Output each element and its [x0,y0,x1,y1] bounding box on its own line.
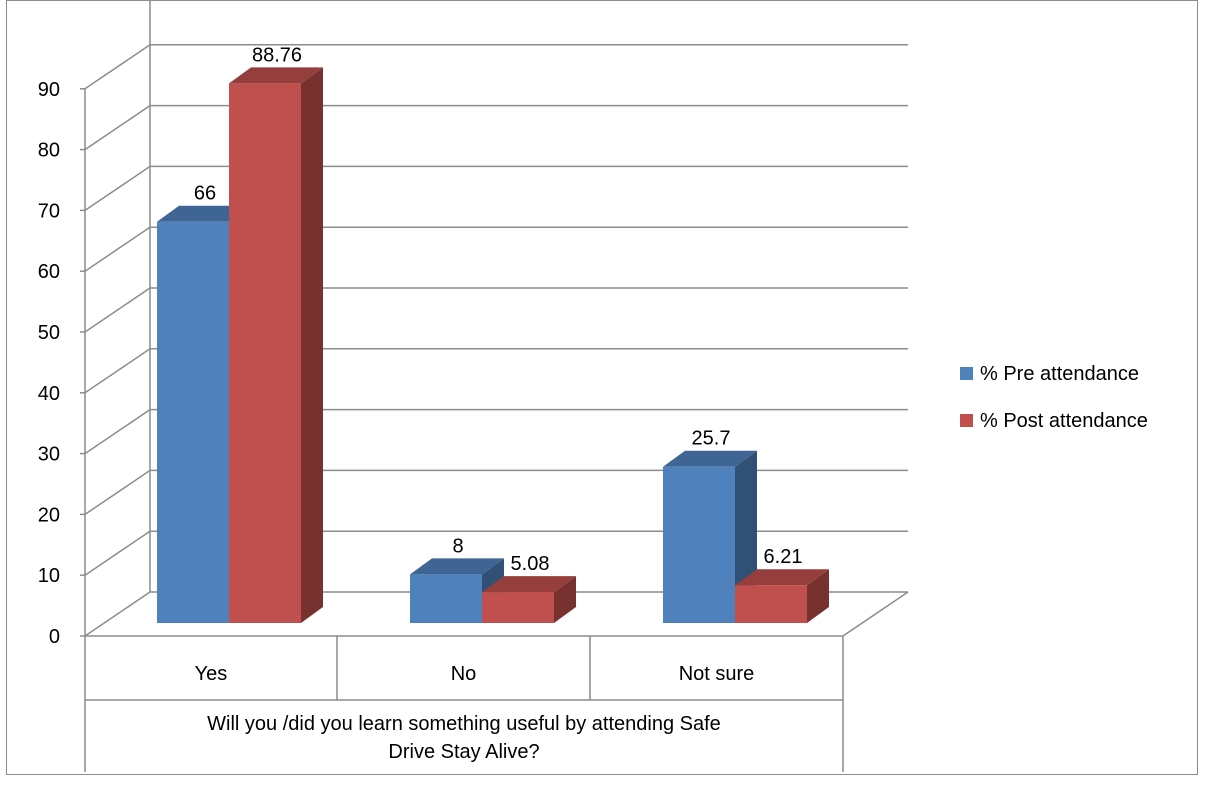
y-tick-label: 80 [38,140,60,162]
x-category-label: Not sure [679,663,755,685]
bar [410,574,482,623]
data-label: 88.76 [252,44,302,66]
bar-top [157,205,251,222]
gridline-side [84,348,151,394]
y-tick-label: 10 [38,565,60,587]
bar-side [554,576,576,623]
legend-swatch [960,367,973,380]
gridline-side [84,530,151,576]
gridline-side [84,165,151,212]
y-tick-label: 30 [38,444,60,466]
data-labels: 66 88.76 8 5.08 25.7 6.21 [194,44,803,575]
bar-top [663,450,757,467]
bar [482,592,554,623]
floor-right-edge [842,591,909,637]
legend-swatch [960,414,973,427]
x-axis-title-line-1: Will you /did you learn something useful… [207,713,721,735]
bar-top [229,67,323,84]
data-label: 25.7 [692,428,731,450]
y-tick-label: 60 [38,261,60,283]
y-tick-label: 40 [38,383,60,405]
bar-side [807,569,829,623]
data-label: 8 [452,535,463,557]
data-label: 5.08 [511,553,550,575]
y-tick-label: 20 [38,504,60,526]
gridline-side [84,44,151,90]
bars [157,67,829,623]
bar-top [482,576,576,593]
bar-top [735,569,829,586]
gridline-side [84,469,151,516]
bar [663,466,735,623]
y-axis-ticks: 0 10 20 30 40 50 60 70 80 90 [38,79,85,648]
y-tick-label: 70 [38,200,60,222]
gridline-side [84,408,151,455]
y-tick-label: 0 [49,626,60,648]
gridline-side [84,226,151,272]
legend-label: % Pre attendance [980,363,1139,385]
legend: % Pre attendance % Post attendance [960,363,1148,432]
x-axis-title-line-2: Drive Stay Alive? [388,741,539,763]
bar [735,585,807,623]
x-category-label: No [451,663,477,685]
gridline-side [84,104,151,151]
gridline-side [84,287,151,333]
bar [229,83,301,623]
x-category-label: Yes [195,663,228,685]
y-tick-label: 50 [38,322,60,344]
data-label: 6.21 [764,546,803,568]
bar-side [301,67,323,623]
y-tick-label: 90 [38,79,60,101]
bar-top [410,558,504,575]
legend-label: % Post attendance [980,410,1148,432]
data-label: 66 [194,183,216,205]
x-axis: Yes No Not sure Will you /did you learn som… [84,636,844,772]
gridline-side [84,591,151,637]
bar [157,221,229,623]
